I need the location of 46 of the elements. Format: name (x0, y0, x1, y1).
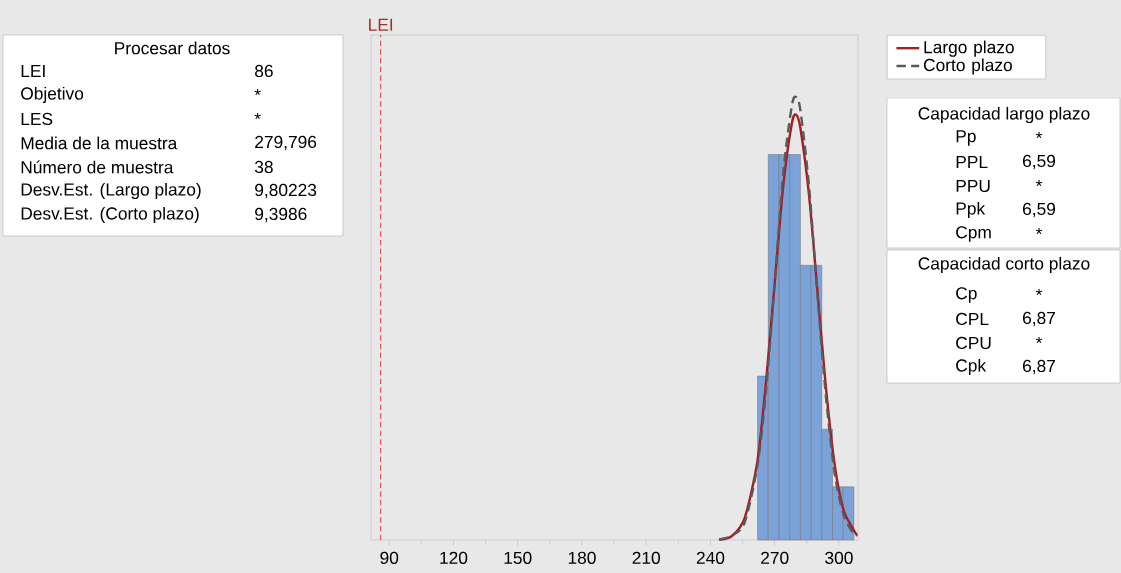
text: Objetivo (21, 86, 84, 104)
text: Pp (956, 130, 976, 146)
text: 279,796 (255, 135, 317, 151)
text: LEI (21, 65, 45, 77)
x-tick-label: 240 (696, 551, 725, 564)
text: Cp (956, 287, 977, 303)
x-tick-label: 300 (825, 551, 853, 564)
legend-label: Largo plazo (924, 40, 1014, 57)
x-tick-label: 210 (632, 551, 660, 564)
text: * (1035, 337, 1043, 344)
text: PPL (956, 156, 988, 168)
x-tick-label: 270 (761, 551, 789, 564)
text: Ppk (956, 201, 986, 219)
text: Capacidad largo plazo (918, 106, 1090, 124)
text: 38 (254, 160, 273, 174)
text: 86 (255, 64, 273, 78)
text: 6,59 (1023, 154, 1056, 170)
text: * (1035, 180, 1043, 187)
text: Capacidad corto plazo (918, 256, 1090, 274)
x-tick-label: 90 (380, 551, 399, 564)
text: 6,59 (1023, 202, 1056, 218)
text: 6,87 (1023, 359, 1055, 375)
text: CPU (956, 336, 991, 350)
x-tick-label: 150 (504, 551, 532, 564)
text: Media de la muestra (21, 136, 178, 150)
text: CPL (956, 312, 989, 326)
text: Procesar datos (115, 41, 230, 55)
text: Desv.Est. (Largo plazo) (21, 182, 201, 200)
text: * (254, 89, 261, 96)
x-tick-label: 120 (440, 551, 468, 564)
text: LES (21, 112, 53, 126)
text: Cpk (956, 358, 987, 376)
x-tick-label: 180 (568, 551, 596, 564)
ref-line-label: LEI (369, 18, 393, 31)
text: 9,80223 (255, 183, 317, 199)
text: Cpm (956, 226, 991, 242)
text: 9,3986 (255, 207, 307, 223)
text: * (1035, 289, 1043, 296)
legend-label: Corto plazo (923, 58, 1012, 75)
text: 6,87 (1023, 311, 1055, 327)
text: Desv.Est. (Corto plazo) (21, 206, 199, 224)
text: * (1035, 132, 1043, 139)
text: PPU (956, 179, 990, 193)
text: * (254, 113, 261, 120)
text: Número de muestra (21, 160, 174, 174)
text: * (1035, 228, 1043, 235)
